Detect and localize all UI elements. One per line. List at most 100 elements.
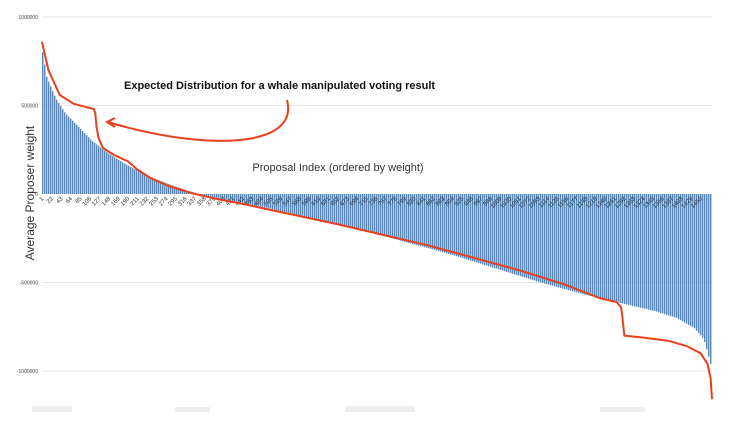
bar: [636, 194, 638, 307]
x-tick-label: 169: [110, 196, 122, 208]
bar: [432, 194, 434, 250]
bar: [62, 109, 64, 194]
bar: [300, 194, 302, 216]
bar: [504, 194, 506, 272]
x-tick-label: 22: [46, 196, 55, 205]
x-tick-label: 757: [378, 196, 390, 208]
bar: [550, 194, 552, 286]
bar: [164, 182, 166, 194]
bar: [502, 194, 504, 271]
bar: [634, 194, 636, 307]
bar: [482, 194, 484, 265]
bar: [546, 194, 548, 285]
bar: [318, 194, 320, 220]
bar: [236, 194, 238, 202]
bar: [420, 194, 422, 247]
bar: [386, 194, 388, 237]
bar: [44, 64, 46, 194]
bar: [382, 194, 384, 236]
bar: [570, 194, 572, 291]
bar: [118, 159, 120, 194]
bar: [632, 194, 634, 306]
annotation-arrowhead: [104, 117, 116, 128]
bar: [494, 194, 496, 269]
bar: [562, 194, 564, 289]
bar: [148, 176, 150, 194]
bar: [624, 194, 626, 304]
bar: [654, 194, 656, 312]
bar: [500, 194, 502, 270]
bar: [576, 194, 578, 293]
expected-distribution-curve: [41, 41, 713, 400]
bar: [348, 194, 350, 227]
x-tick-label: 694: [349, 196, 361, 208]
bar: [612, 194, 614, 302]
bar: [296, 194, 298, 215]
bar: [376, 194, 378, 235]
bar: [90, 139, 92, 194]
bar: [542, 194, 544, 284]
bar: [370, 194, 372, 233]
bar: [226, 194, 228, 200]
bar: [92, 141, 94, 194]
bar: [168, 184, 170, 194]
bar: [442, 194, 444, 253]
bar: [452, 194, 454, 255]
bar: [240, 194, 242, 203]
bar: [404, 194, 406, 242]
x-tick-label: 316: [177, 196, 189, 208]
bar: [88, 137, 90, 194]
bar: [602, 194, 604, 299]
bar: [128, 165, 130, 194]
bar: [84, 133, 86, 194]
bar: [598, 194, 600, 298]
bar: [416, 194, 418, 246]
bar: [522, 194, 524, 277]
x-tick-label: 547: [282, 196, 294, 208]
bar: [460, 194, 462, 258]
bar: [660, 194, 662, 313]
bar: [290, 194, 292, 214]
bar: [294, 194, 296, 215]
bar: [222, 194, 224, 200]
bar: [72, 120, 74, 194]
bar: [346, 194, 348, 227]
bar: [150, 177, 152, 194]
x-tick-label: 484: [254, 196, 266, 208]
bar: [630, 194, 632, 306]
x-tick-label: 778: [387, 196, 399, 208]
bar: [330, 194, 332, 223]
bar: [626, 194, 628, 305]
y-tick-label: -500000: [20, 281, 39, 287]
bar: [292, 194, 294, 214]
bar: [536, 194, 538, 282]
bar: [384, 194, 386, 237]
bar: [446, 194, 448, 254]
bar: [560, 194, 562, 288]
bar: [684, 194, 686, 323]
bar: [552, 194, 554, 286]
x-tick-label: 463: [244, 196, 256, 208]
x-tick-label: 862: [425, 196, 437, 208]
bar: [368, 194, 370, 232]
bar: [596, 194, 598, 298]
x-tick-label: 127: [91, 196, 103, 208]
bar: [580, 194, 582, 294]
bar: [490, 194, 492, 267]
bar: [556, 194, 558, 287]
x-tick-label: 925: [454, 196, 466, 208]
x-tick-label: 295: [168, 196, 180, 208]
bar: [614, 194, 616, 302]
bar: [80, 129, 82, 194]
x-tick-label: 400: [215, 196, 227, 208]
bar: [280, 194, 282, 211]
bar: [618, 194, 620, 303]
bar: [56, 99, 58, 194]
bar: [248, 194, 250, 205]
x-tick-label: 715: [359, 196, 371, 208]
bar: [520, 194, 522, 277]
bar: [400, 194, 402, 241]
x-tick-label: 652: [330, 196, 342, 208]
bar: [158, 180, 160, 194]
bar: [146, 175, 148, 194]
